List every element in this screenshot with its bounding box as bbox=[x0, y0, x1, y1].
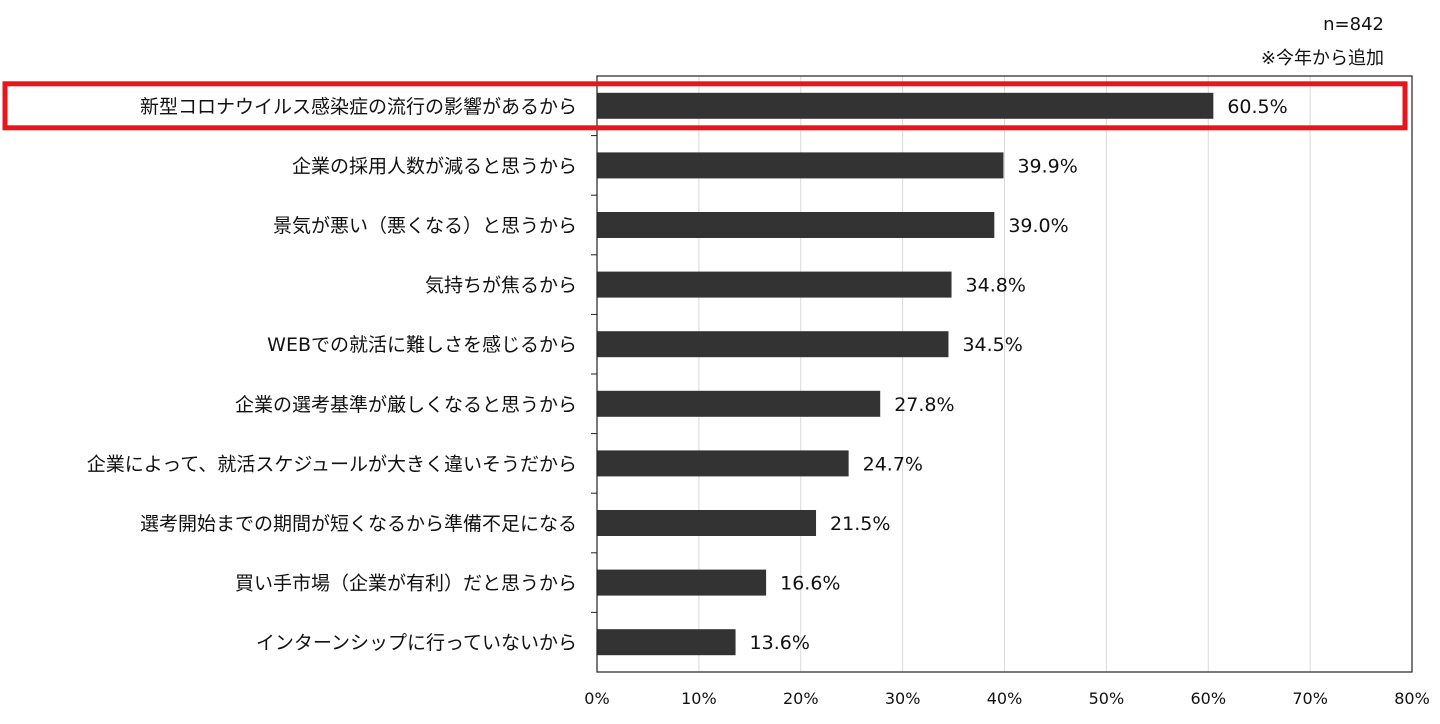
x-tick-label: 60% bbox=[1190, 689, 1226, 708]
value-label: 34.5% bbox=[962, 334, 1022, 356]
bar bbox=[597, 510, 817, 536]
value-label: 24.7% bbox=[863, 453, 923, 475]
bar bbox=[597, 569, 767, 596]
value-label: 39.9% bbox=[1017, 155, 1077, 177]
category-labels: 新型コロナウイルス感染症の流行の影響があるから企業の採用人数が減ると思うから景気… bbox=[87, 96, 577, 654]
value-label: 13.6% bbox=[750, 632, 810, 654]
new-item-note: ※今年から追加 bbox=[1260, 48, 1384, 69]
category-label: 景気が悪い（悪くなる）と思うから bbox=[273, 215, 577, 237]
x-tick-labels: 0% 10% 20% 30% 40% 50% 60% 70% 80% bbox=[584, 689, 1429, 708]
bar bbox=[597, 212, 995, 238]
value-label: 27.8% bbox=[894, 394, 954, 416]
axes bbox=[591, 75, 1413, 673]
category-label: 買い手市場（企業が有利）だと思うから bbox=[235, 573, 577, 595]
x-tick-label: 70% bbox=[1292, 689, 1328, 708]
category-label: 企業の選考基準が厳しくなると思うから bbox=[235, 394, 577, 416]
sample-size-note: n=842 bbox=[1323, 14, 1384, 35]
x-tick-label: 80% bbox=[1394, 689, 1430, 708]
category-label: インターンシップに行っていないから bbox=[256, 632, 577, 654]
bar bbox=[597, 271, 952, 298]
category-label: 選考開始までの期間が短くなるから準備不足になる bbox=[140, 513, 577, 535]
bar bbox=[597, 152, 1004, 179]
x-tick-label: 30% bbox=[885, 689, 921, 708]
value-label: 39.0% bbox=[1008, 215, 1068, 237]
value-label: 34.8% bbox=[966, 275, 1026, 297]
value-label: 60.5% bbox=[1227, 96, 1287, 118]
category-label: WEBでの就活に難しさを感じるから bbox=[267, 334, 577, 356]
bar bbox=[597, 331, 949, 358]
bar bbox=[597, 629, 736, 656]
bar bbox=[597, 92, 1214, 119]
highlight-layer bbox=[2, 81, 1408, 131]
x-tick-label: 50% bbox=[1089, 689, 1125, 708]
bar bbox=[597, 390, 881, 417]
bars bbox=[597, 92, 1214, 656]
value-label: 16.6% bbox=[780, 573, 840, 595]
x-tick-label: 20% bbox=[783, 689, 819, 708]
highlight-box bbox=[2, 81, 1408, 131]
x-tick-label: 40% bbox=[987, 689, 1023, 708]
category-label: 企業の採用人数が減ると思うから bbox=[292, 155, 577, 177]
value-label: 21.5% bbox=[830, 513, 890, 535]
x-tick-label: 0% bbox=[584, 689, 609, 708]
bar bbox=[597, 450, 849, 477]
category-label: 企業によって、就活スケジュールが大きく違いそうだから bbox=[87, 453, 577, 475]
category-label: 新型コロナウイルス感染症の流行の影響があるから bbox=[140, 96, 577, 118]
category-label: 気持ちが焦るから bbox=[425, 275, 577, 297]
value-labels: 60.5% 39.9% 39.0% 34.8% 34.5% 27.8% 24.7% 21.5%… bbox=[750, 96, 1288, 654]
x-tick-label: 10% bbox=[681, 689, 717, 708]
